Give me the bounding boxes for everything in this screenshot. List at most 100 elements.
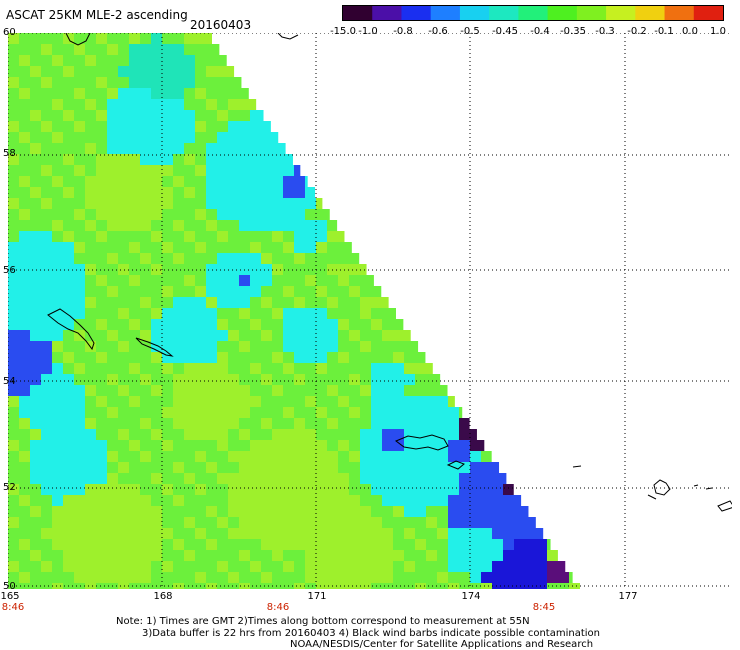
swath-pixel	[30, 132, 41, 143]
swath-pixel	[129, 374, 140, 385]
swath-pixel	[382, 352, 393, 363]
swath-pixel	[206, 462, 217, 473]
swath-pixel	[404, 429, 415, 440]
swath-pixel	[19, 473, 30, 484]
swath-pixel	[30, 275, 41, 286]
swath-pixel	[19, 385, 30, 396]
lat-label: 54	[3, 376, 16, 387]
swath-pixel	[404, 495, 415, 506]
swath-pixel	[173, 451, 184, 462]
swath-pixel	[305, 264, 316, 275]
swath-pixel	[305, 396, 316, 407]
swath-pixel	[41, 209, 52, 220]
swath-pixel	[393, 462, 404, 473]
swath-pixel	[8, 539, 19, 550]
swath-pixel	[338, 352, 349, 363]
swath-pixel	[184, 330, 195, 341]
swath-pixel	[426, 462, 437, 473]
swath-pixel	[107, 517, 118, 528]
swath-pixel	[118, 297, 129, 308]
swath-pixel	[272, 308, 283, 319]
swath-pixel	[206, 341, 217, 352]
swath-pixel	[305, 374, 316, 385]
swath-pixel	[360, 462, 371, 473]
swath-pixel	[437, 385, 448, 396]
swath-pixel	[272, 473, 283, 484]
swath-pixel	[63, 550, 74, 561]
swath-pixel	[338, 517, 349, 528]
swath-pixel	[206, 55, 217, 66]
swath-pixel	[404, 506, 415, 517]
swath-pixel	[184, 154, 195, 165]
swath-pixel	[250, 176, 261, 187]
lon-label: 174	[461, 591, 481, 602]
swath-pixel	[41, 484, 52, 495]
lat-label: 56	[3, 265, 16, 276]
swath-pixel	[261, 319, 272, 330]
swath-pixel	[217, 418, 228, 429]
swath-pixel	[305, 495, 316, 506]
swath-pixel	[19, 462, 30, 473]
swath-pixel	[349, 297, 360, 308]
swath-pixel	[360, 550, 371, 561]
swath-pixel	[96, 506, 107, 517]
swath-pixel	[19, 88, 30, 99]
swath-pixel	[305, 451, 316, 462]
swath-pixel	[151, 297, 162, 308]
swath-pixel	[206, 176, 217, 187]
swath-pixel	[41, 231, 52, 242]
chart-title: ASCAT 25KM MLE-2 ascending	[6, 8, 188, 22]
swath-pixel	[96, 517, 107, 528]
swath-pixel	[239, 220, 250, 231]
swath-pixel	[250, 110, 261, 121]
swath-pixel	[96, 561, 107, 572]
swath-pixel	[162, 528, 173, 539]
swath-pixel	[107, 77, 118, 88]
swath-pixel	[316, 209, 327, 220]
swath-pixel	[415, 462, 426, 473]
swath-pixel	[85, 495, 96, 506]
swath-pixel	[162, 517, 173, 528]
swath-pixel	[8, 330, 19, 341]
swath-pixel	[52, 572, 63, 583]
swath-pixel	[184, 385, 195, 396]
swath-pixel	[30, 110, 41, 121]
swath-pixel	[129, 396, 140, 407]
swath-pixel	[140, 55, 151, 66]
swath-pixel	[228, 473, 239, 484]
swath-pixel	[74, 143, 85, 154]
swath-pixel	[151, 440, 162, 451]
swath-pixel	[437, 429, 448, 440]
swath-pixel	[228, 506, 239, 517]
swath-pixel	[338, 242, 349, 253]
swath-pixel	[206, 242, 217, 253]
swath-pixel	[74, 539, 85, 550]
swath-pixel	[294, 308, 305, 319]
swath-pixel	[184, 583, 195, 589]
swath-pixel	[272, 407, 283, 418]
swath-pixel	[74, 176, 85, 187]
swath-pixel	[349, 352, 360, 363]
swath-pixel	[261, 242, 272, 253]
swath-pixel	[415, 429, 426, 440]
swath-pixel	[129, 484, 140, 495]
swath-pixel	[382, 583, 393, 589]
swath-pixel	[206, 187, 217, 198]
swath-pixel	[52, 176, 63, 187]
swath-pixel	[41, 198, 52, 209]
swath-pixel	[459, 462, 470, 473]
swath-pixel	[393, 363, 404, 374]
swath-pixel	[239, 484, 250, 495]
swath-pixel	[63, 176, 74, 187]
swath-pixel	[63, 440, 74, 451]
swath-pixel	[261, 308, 272, 319]
swath-pixel	[228, 363, 239, 374]
swath-pixel	[393, 374, 404, 385]
swath-pixel	[195, 220, 206, 231]
swath-pixel	[85, 220, 96, 231]
swath-pixel	[85, 385, 96, 396]
swath-pixel	[492, 473, 503, 484]
swath-pixel	[118, 88, 129, 99]
swath-pixel	[52, 407, 63, 418]
swath-pixel	[63, 451, 74, 462]
